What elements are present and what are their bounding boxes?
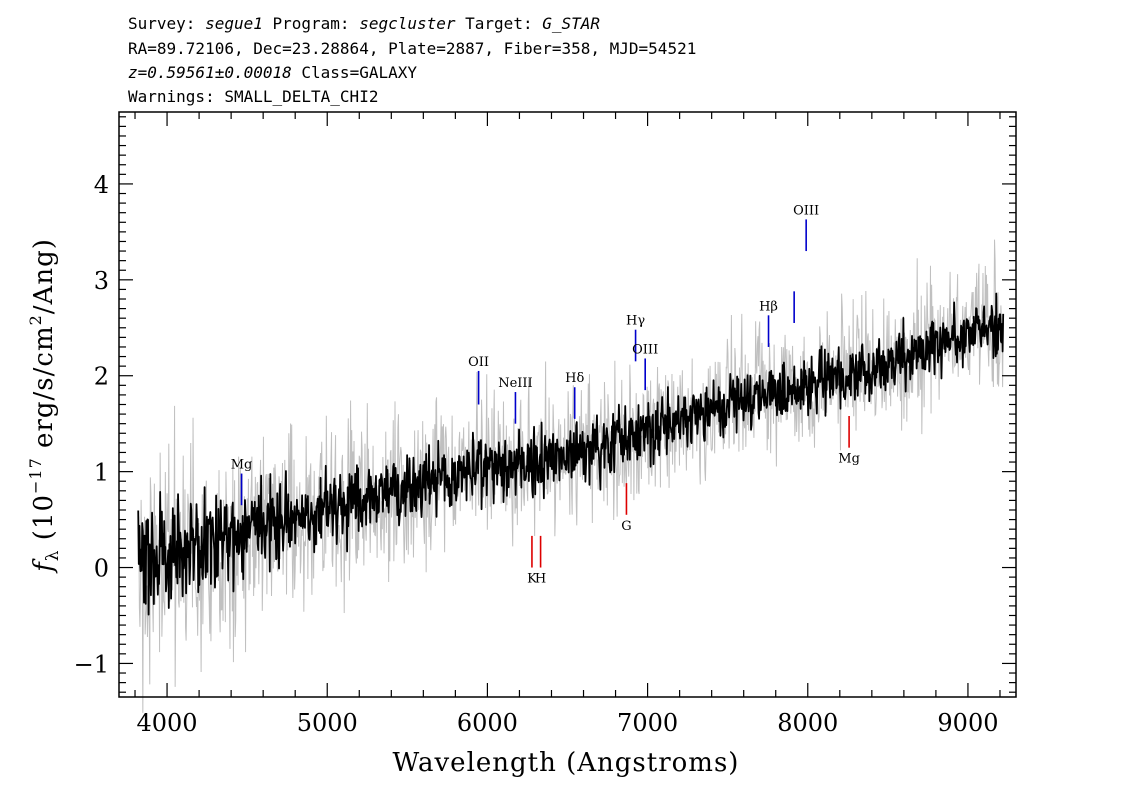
program-label: Program: [263, 14, 359, 33]
y-axis-label: fλ (10−17 erg/s/cm2/Ang) [26, 238, 63, 574]
redshift-value: z=0.59561±0.00018 [128, 63, 292, 82]
header-line-3: z=0.59561±0.00018 Class=GALAXY [128, 63, 417, 82]
x-tick-label-8000: 8000 [777, 709, 838, 737]
survey-value: segue1 [205, 14, 263, 33]
line-label-h-6: Hβ [759, 299, 778, 314]
y-tick-label-4: 3 [94, 267, 109, 295]
flux-noise-series [137, 239, 1004, 713]
line-label-oiii-8: OIII [793, 203, 819, 218]
line-label-k-9: K [527, 572, 537, 587]
flux-line [137, 292, 1005, 616]
y-tick-label-1: 0 [94, 555, 109, 583]
program-value: segcluster [359, 14, 456, 33]
x-tick-label-5000: 5000 [297, 709, 358, 737]
x-tick-label-6000: 6000 [457, 709, 518, 737]
line-label-h-10: H [535, 572, 546, 587]
target-label: Target: [456, 14, 543, 33]
header-line-4: Warnings: SMALL_DELTA_CHI2 [128, 87, 378, 106]
header-line-1: Survey: segue1 Program: segcluster Targe… [128, 14, 600, 33]
line-label-h-4: Hγ [626, 314, 645, 329]
class-value: Class=GALAXY [292, 63, 418, 82]
line-label-oiii-5: OIII [632, 342, 658, 357]
axis-ticks [119, 112, 1016, 697]
survey-label: Survey: [128, 14, 205, 33]
line-label-oii-1: OII [468, 355, 489, 370]
y-label-units-b: /Ang) [29, 238, 59, 314]
x-tick-label-4000: 4000 [137, 709, 198, 737]
flux-series [137, 292, 1005, 616]
x-tick-label-9000: 9000 [937, 709, 998, 737]
y-label-units-exp: 2 [26, 314, 45, 325]
y-label-open: (10 [29, 494, 59, 550]
y-tick-label-2: 1 [94, 459, 109, 487]
y-label-exponent: −17 [26, 457, 45, 494]
line-label-mg-12: Mg [838, 452, 860, 467]
line-label-h-3: Hδ [565, 371, 584, 386]
x-tick-label-7000: 7000 [617, 709, 678, 737]
line-label-g-11: G [621, 519, 631, 534]
line-label-mg-0: Mg [231, 458, 253, 473]
header-line-2: RA=89.72106, Dec=23.28864, Plate=2887, F… [128, 39, 696, 58]
y-tick-label-3: 2 [94, 363, 109, 391]
spectral-line-markers: Mg OII NeIII Hδ Hγ OIII Hβ OIII KH G Mg [231, 203, 860, 586]
axis-tick-labels: 4000 5000 6000 7000 8000 9000 −1 0 1 2 3 4 [74, 171, 999, 737]
target-value: G_STAR [542, 14, 600, 33]
line-label-neiii-2: NeIII [498, 376, 532, 391]
y-label-units-a: erg/s/cm [29, 325, 59, 457]
y-label-subscript: λ [43, 549, 63, 561]
y-tick-label-5: 4 [94, 171, 109, 199]
flux-noise-line [137, 239, 1004, 713]
y-label-symbol: f [29, 558, 59, 574]
y-tick-label-0: −1 [74, 650, 109, 678]
x-axis-label: Wavelength (Angstroms) [393, 748, 740, 778]
